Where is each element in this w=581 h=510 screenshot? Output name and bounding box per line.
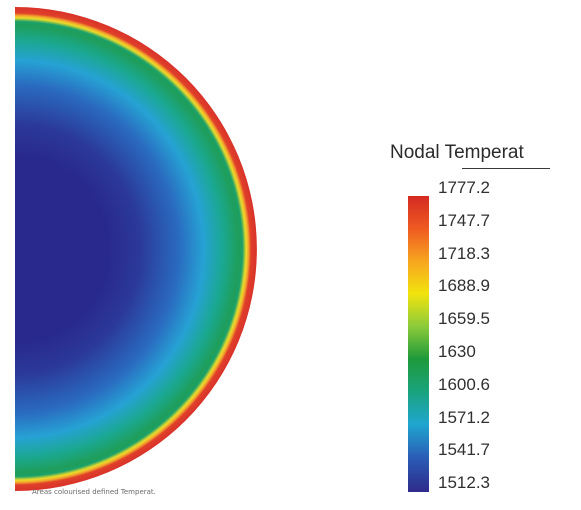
legend-tick-label: 1571.2 [438, 408, 490, 427]
figure-caption: Areas colourised defined Temperat. [32, 488, 156, 496]
legend-tick-label: 1512.3 [438, 473, 490, 492]
legend-tick-label: 1777.2 [438, 178, 490, 197]
legend-tick-label: 1659.5 [438, 309, 490, 328]
legend-tick-labels: 1777.2 1747.7 1718.3 1688.9 1659.5 1630 … [438, 178, 558, 498]
legend-tick-label: 1630 [438, 342, 476, 361]
legend-title: Nodal Temperat [390, 142, 524, 163]
legend-tick-label: 1688.9 [438, 276, 490, 295]
legend-colorbar [408, 196, 429, 492]
legend-tick-label: 1600.6 [438, 375, 490, 394]
legend-title-underline [462, 168, 550, 169]
legend-tick-label: 1747.7 [438, 211, 490, 230]
legend-tick-label: 1541.7 [438, 440, 490, 459]
legend-tick-label: 1718.3 [438, 244, 490, 263]
half-disc-temperature-field [15, 7, 257, 491]
